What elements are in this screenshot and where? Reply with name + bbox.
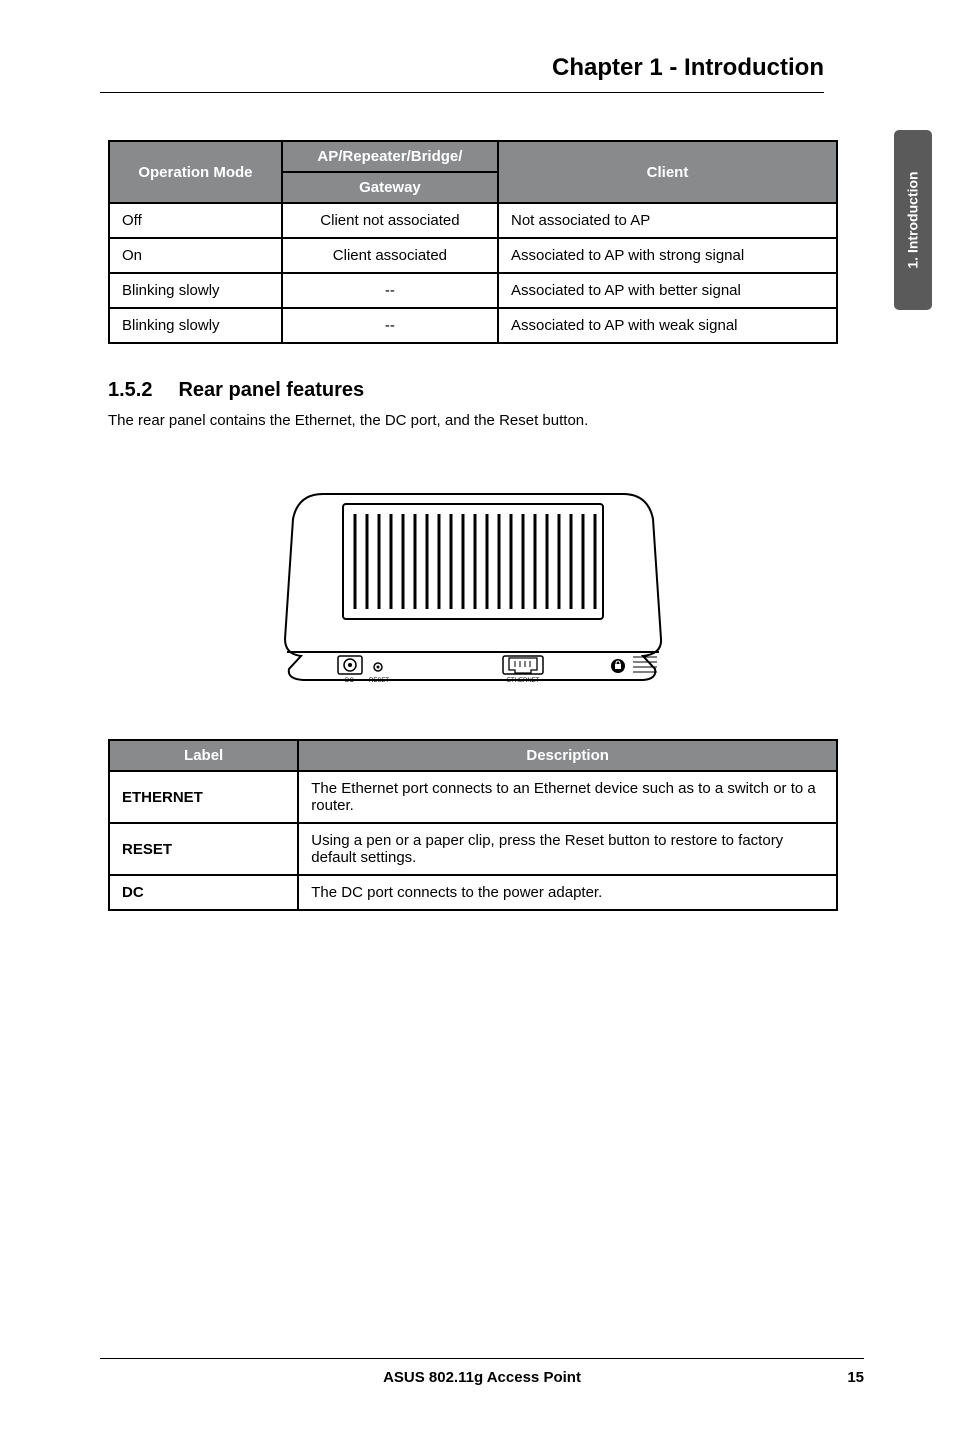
cell: Associated to AP with weak signal [498,308,837,343]
cell: Associated to AP with strong signal [498,238,837,273]
table-header-row: Operation Mode AP/Repeater/Bridge/ Clien… [109,141,837,172]
label-cell: RESET [109,823,298,875]
operation-mode-table: Operation Mode AP/Repeater/Bridge/ Clien… [108,140,838,344]
cell: -- [282,273,498,308]
table-row: Blinking slowly -- Associated to AP with… [109,273,837,308]
desc-cell: Using a pen or a paper clip, press the R… [298,823,837,875]
section-number: 1.5.2 [108,379,152,402]
reset-label: RESET [369,678,389,684]
chapter-title: Chapter 1 - Introduction [552,54,824,82]
section-heading: 1.5.2 Rear panel features [108,379,838,402]
col-client: Client [498,141,837,203]
cell: Associated to AP with better signal [498,273,837,308]
table-header-row: Label Description [109,740,837,771]
label-cell: DC [109,875,298,910]
device-illustration: DC RESET ETHERNET [283,484,663,684]
cell: Blinking slowly [109,273,282,308]
section-description: The rear panel contains the Ethernet, th… [108,412,838,429]
page-number: 15 [847,1369,864,1386]
cell: Not associated to AP [498,203,837,238]
table-row: ETHERNET The Ethernet port connects to a… [109,771,837,823]
col-gateway: Gateway [282,172,498,203]
side-tab-label: 1. Introduction [905,171,921,268]
cell: On [109,238,282,273]
content-area: Operation Mode AP/Repeater/Bridge/ Clien… [108,140,838,911]
cell: Off [109,203,282,238]
label-cell: ETHERNET [109,771,298,823]
footer-text: ASUS 802.11g Access Point [100,1369,864,1386]
dc-label: DC [345,678,354,684]
desc-cell: The DC port connects to the power adapte… [298,875,837,910]
section-title: Rear panel features [178,379,364,402]
col-description: Description [298,740,837,771]
table-row: RESET Using a pen or a paper clip, press… [109,823,837,875]
footer: ASUS 802.11g Access Point 15 [100,1358,864,1386]
col-operation-mode: Operation Mode [109,141,282,203]
col-label: Label [109,740,298,771]
desc-cell: The Ethernet port connects to an Etherne… [298,771,837,823]
table-row: DC The DC port connects to the power ada… [109,875,837,910]
cell: Client associated [282,238,498,273]
table-row: Off Client not associated Not associated… [109,203,837,238]
side-tab: 1. Introduction [894,130,932,310]
col-ap-repeater: AP/Repeater/Bridge/ [282,141,498,172]
ethernet-label: ETHERNET [507,678,540,684]
cell: -- [282,308,498,343]
table-row: Blinking slowly -- Associated to AP with… [109,308,837,343]
table-row: On Client associated Associated to AP wi… [109,238,837,273]
cell: Blinking slowly [109,308,282,343]
cell: Client not associated [282,203,498,238]
label-description-table: Label Description ETHERNET The Ethernet … [108,739,838,911]
title-rule [100,92,824,93]
